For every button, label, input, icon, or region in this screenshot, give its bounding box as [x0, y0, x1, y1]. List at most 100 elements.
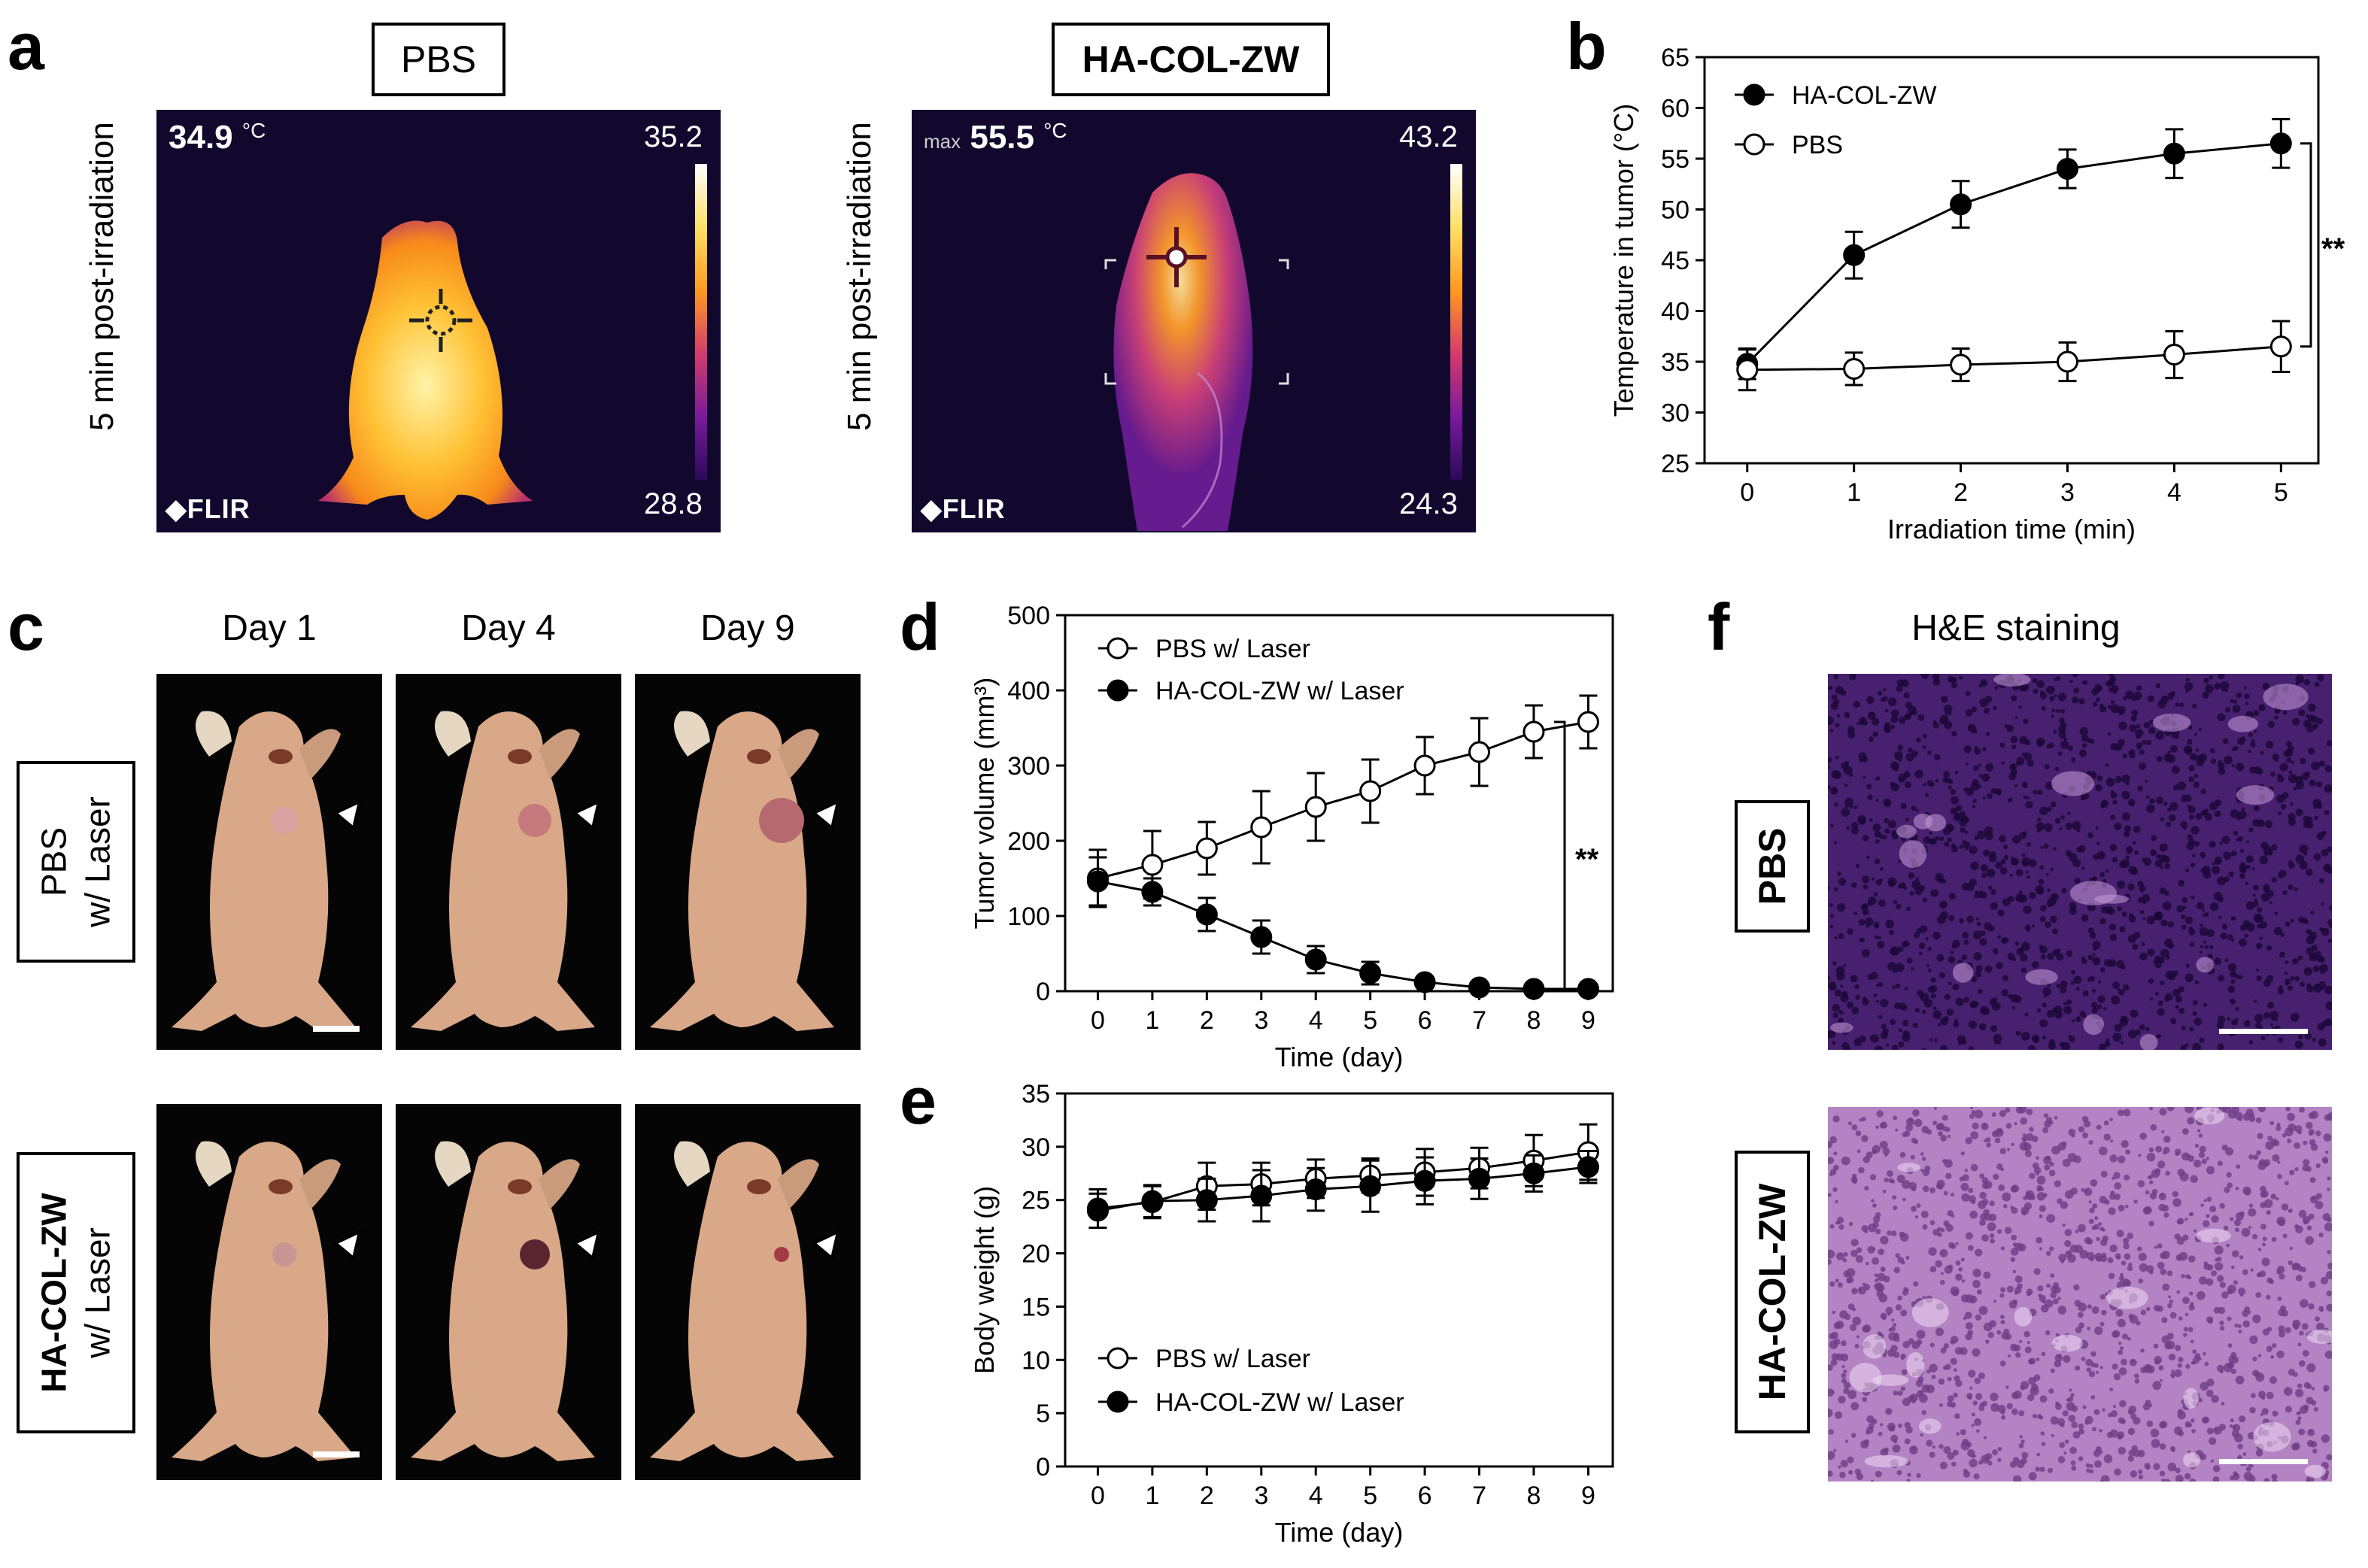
panel-a-left-title: PBS [372, 23, 505, 96]
thermal-ha-brand: ◆FLIR [921, 493, 1006, 524]
chart-d-xtick-label: 5 [1363, 1006, 1377, 1035]
chart-d-legend-marker [1107, 637, 1129, 660]
thermal-ha-temp-unit: °C [1043, 119, 1067, 142]
panel-f-row1-label-text: PBS [1750, 827, 1793, 905]
chart-e-point [1413, 1169, 1436, 1192]
panel-label-f: f [1708, 590, 1730, 664]
chart-b-point [2057, 350, 2079, 373]
mouse-drawing [411, 711, 601, 1031]
chart-e-ylabel: Body weight (g) [969, 1186, 1000, 1374]
chart-d-tumor-volume: 0 100 200 300 400 500 0 1 2 3 4 5 6 7 8 9 Time (day) Tumo… [969, 602, 1614, 1072]
chart-d-point [1195, 903, 1218, 926]
thermal-mouse-pbs [318, 220, 533, 520]
thermal-ha-temp: max 55.5 °C [924, 119, 1067, 156]
chart-d-significance-label: ** [1575, 843, 1599, 876]
thermal-pbs-scale-min: 28.8 [644, 487, 703, 520]
chart-e-point [1523, 1162, 1545, 1184]
chart-d-point [1577, 978, 1599, 1000]
mouse-drawing [172, 711, 362, 1032]
chart-e-xtick-label: 9 [1581, 1482, 1595, 1510]
chart-e-ytick-label: 5 [1036, 1400, 1050, 1428]
chart-e-body-weight: 0 5 10 15 20 25 30 35 0 1 2 3 4 5 6 7 8 9 Time (day) Body w… [969, 1080, 1614, 1548]
chart-d-point [1195, 837, 1218, 860]
chart-b-xtick-label: 0 [1740, 478, 1754, 507]
chart-d-point [1250, 816, 1273, 839]
mouse-photo [635, 1104, 861, 1480]
chart-d-ytick-label: 400 [1007, 677, 1050, 705]
chart-e-ytick-label: 20 [1022, 1240, 1050, 1269]
chart-b-point [1736, 359, 1759, 381]
chart-d-xlabel: Time (day) [1275, 1042, 1404, 1072]
chart-e-point [1250, 1184, 1273, 1207]
chart-d-xtick-label: 1 [1145, 1006, 1159, 1035]
scale-bar-he-ha-col-zw [2219, 1459, 2308, 1464]
chart-b-significance-bracket [2300, 142, 2312, 348]
thermal-ha-brand-text: FLIR [942, 493, 1006, 524]
chart-b-legend-marker [1743, 133, 1765, 156]
chart-b-point [1950, 193, 1972, 216]
chart-b-point [2057, 158, 2079, 180]
mouse-drawing [411, 1141, 601, 1461]
day-label-9: Day 9 [700, 608, 795, 648]
day-label-1: Day 1 [222, 608, 317, 648]
chart-b-point [1950, 353, 1972, 376]
chart-e-series-line [1097, 1166, 1589, 1212]
chart-b-point [1843, 244, 1866, 266]
chart-b-series-line [1746, 142, 2281, 365]
panel-c-row1-label-line2: w/ Laser [77, 796, 117, 927]
chart-b-legend-marker [1743, 83, 1765, 106]
chart-d-xtick-label: 6 [1418, 1006, 1432, 1035]
chart-b-ytick-label: 25 [1661, 450, 1689, 478]
chart-d-legend-label: HA-COL-ZW w/ Laser [1155, 677, 1404, 705]
panel-label-e: e [900, 1063, 937, 1138]
chart-b-xtick-label: 5 [2274, 478, 2288, 507]
chart-e-xtick-label: 2 [1200, 1482, 1214, 1510]
thermal-pbs-temp: 34.9 °C [168, 119, 266, 156]
thermal-pbs-temp-unit: °C [241, 119, 266, 142]
chart-e-point [1141, 1190, 1164, 1212]
chart-d-point [1523, 720, 1545, 743]
panel-c-row2-label-line2: w/ Laser [77, 1227, 117, 1358]
chart-b-legend-label: PBS [1792, 131, 1843, 159]
chart-b-series-line [1747, 345, 2281, 372]
chart-d-legend-marker [1107, 679, 1129, 702]
thermal-ha-temp-value: 55.5 [970, 119, 1034, 156]
mouse-photo [156, 674, 382, 1050]
panel-f-row1-label: PBS [1735, 800, 1810, 933]
chart-e-legend-label: HA-COL-ZW w/ Laser [1155, 1388, 1404, 1417]
panel-label-b: b [1566, 9, 1607, 83]
chart-d-point [1359, 780, 1382, 802]
chart-d-ytick-label: 0 [1036, 978, 1050, 1006]
mouse-drawing [650, 711, 840, 1031]
chart-e-xtick-label: 7 [1472, 1482, 1486, 1510]
chart-d-ytick-label: 100 [1007, 902, 1050, 931]
chart-b-ytick-label: 50 [1661, 196, 1689, 225]
chart-e-ytick-label: 30 [1022, 1133, 1050, 1162]
panel-label-c: c [8, 590, 44, 664]
chart-e-legend-label: PBS w/ Laser [1155, 1345, 1310, 1373]
thermal-ha-scale-min: 24.3 [1399, 487, 1458, 520]
chart-b-ytick-label: 65 [1661, 44, 1689, 72]
chart-e-xtick-label: 5 [1363, 1482, 1377, 1510]
chart-d-point [1577, 711, 1599, 733]
mouse-photo [635, 674, 861, 1050]
chart-d-xtick-label: 4 [1309, 1006, 1323, 1035]
chart-e-legend-marker [1107, 1391, 1129, 1413]
chart-b-xtick-label: 3 [2060, 478, 2075, 507]
chart-e-series-line [1097, 1151, 1589, 1210]
chart-e-point [1195, 1189, 1218, 1212]
chart-b-point [2163, 344, 2185, 366]
chart-b-ytick-label: 60 [1661, 95, 1689, 123]
chart-e-ytick-label: 10 [1022, 1346, 1050, 1375]
panel-c-row2-label-line1: HA-COL-ZW [34, 1193, 74, 1393]
panel-a-left-side-label: 5 min post-irradiation [83, 122, 120, 431]
chart-d-point [1086, 870, 1109, 893]
chart-d-point [1250, 926, 1273, 948]
chart-e-point [1359, 1175, 1382, 1197]
chart-b-ytick-label: 35 [1661, 348, 1689, 377]
thermal-ha-scale-max: 43.2 [1399, 120, 1458, 153]
thermal-image-pbs: 34.9 °C 35.2 28.8 ◆FLIR [156, 110, 721, 532]
chart-d-point [1413, 754, 1436, 777]
chart-e-xtick-label: 6 [1418, 1482, 1432, 1510]
